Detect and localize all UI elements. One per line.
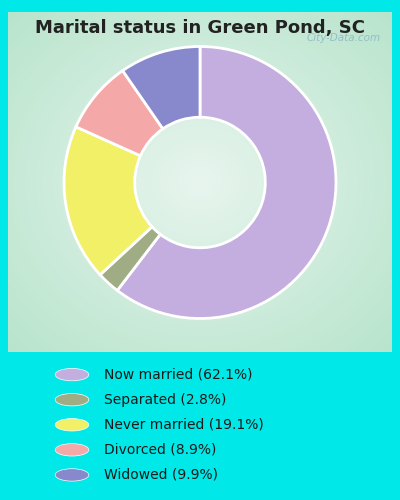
Circle shape — [55, 394, 89, 406]
Text: City-Data.com: City-Data.com — [306, 33, 380, 43]
Text: Now married (62.1%): Now married (62.1%) — [104, 368, 252, 382]
Text: Separated (2.8%): Separated (2.8%) — [104, 392, 226, 406]
Text: Never married (19.1%): Never married (19.1%) — [104, 418, 264, 432]
Circle shape — [55, 418, 89, 431]
Wedge shape — [123, 46, 200, 129]
Circle shape — [55, 444, 89, 456]
Wedge shape — [100, 227, 160, 290]
Text: Divorced (8.9%): Divorced (8.9%) — [104, 443, 216, 457]
Circle shape — [55, 468, 89, 481]
Text: Marital status in Green Pond, SC: Marital status in Green Pond, SC — [35, 18, 365, 36]
Text: Widowed (9.9%): Widowed (9.9%) — [104, 468, 218, 482]
Circle shape — [55, 368, 89, 381]
Wedge shape — [64, 127, 152, 275]
Wedge shape — [76, 70, 163, 156]
Wedge shape — [117, 46, 336, 318]
